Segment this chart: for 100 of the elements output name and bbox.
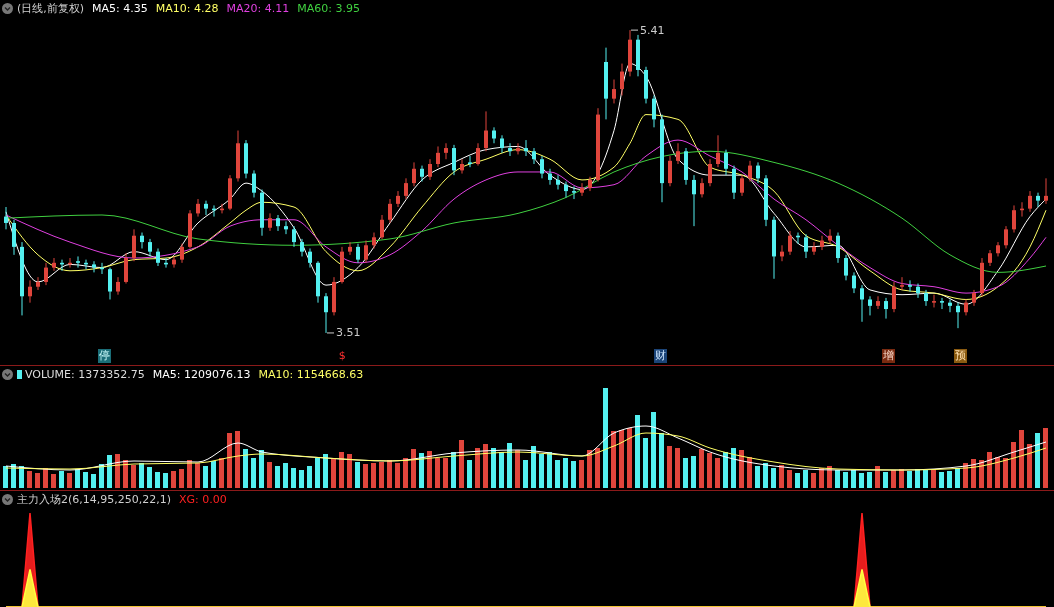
bar bbox=[547, 452, 552, 488]
bar bbox=[771, 468, 776, 488]
bar bbox=[851, 470, 856, 488]
candlestick bbox=[940, 297, 944, 310]
candlestick bbox=[204, 200, 208, 216]
candlestick bbox=[324, 292, 328, 334]
bar bbox=[203, 466, 208, 488]
candlestick bbox=[28, 279, 32, 304]
bar bbox=[307, 466, 312, 488]
candlestick bbox=[692, 174, 696, 227]
bar bbox=[379, 462, 384, 488]
candlestick bbox=[308, 247, 312, 269]
bar bbox=[267, 462, 272, 488]
candlestick bbox=[1028, 190, 1032, 213]
bar bbox=[971, 459, 976, 488]
bar bbox=[1027, 444, 1032, 488]
bar bbox=[331, 458, 336, 488]
bar bbox=[83, 472, 88, 488]
bar bbox=[699, 449, 704, 488]
bar bbox=[435, 458, 440, 488]
text: MA10: 1154668.63 bbox=[258, 368, 364, 381]
candlestick bbox=[868, 295, 872, 316]
bar bbox=[819, 468, 824, 488]
candlestick bbox=[508, 142, 512, 157]
chart-title: (日线,前复权) bbox=[17, 1, 85, 16]
annotation: 3.51 bbox=[336, 326, 361, 340]
candlestick bbox=[516, 142, 520, 155]
bar bbox=[235, 431, 240, 488]
bar bbox=[363, 464, 368, 488]
candlestick bbox=[852, 271, 856, 294]
bar bbox=[483, 444, 488, 488]
bar bbox=[259, 450, 264, 488]
candlestick bbox=[892, 281, 896, 313]
bar bbox=[563, 458, 568, 488]
annotation: 5.41 bbox=[640, 23, 665, 37]
candlestick bbox=[524, 139, 528, 157]
candlestick bbox=[828, 228, 832, 245]
candlestick bbox=[356, 243, 360, 264]
bar bbox=[243, 449, 248, 488]
candlestick bbox=[948, 298, 952, 313]
bar bbox=[739, 450, 744, 488]
bar bbox=[275, 466, 280, 488]
candlestick bbox=[44, 262, 48, 286]
candlestick bbox=[404, 177, 408, 200]
bar bbox=[27, 471, 32, 488]
candlestick bbox=[812, 241, 816, 256]
bar bbox=[419, 453, 424, 488]
bar bbox=[979, 460, 984, 488]
bar bbox=[611, 431, 616, 488]
candlestick bbox=[652, 94, 656, 128]
bar bbox=[355, 462, 360, 488]
candlestick bbox=[564, 181, 568, 198]
candlestick bbox=[76, 255, 80, 269]
bar bbox=[1019, 430, 1024, 488]
candlestick bbox=[108, 267, 112, 300]
bar bbox=[467, 460, 472, 488]
bar bbox=[915, 469, 920, 488]
bar bbox=[715, 458, 720, 488]
text: MA5: 4.35 bbox=[92, 2, 148, 15]
bar bbox=[347, 454, 352, 488]
bar bbox=[1003, 458, 1008, 488]
candlestick bbox=[532, 147, 536, 165]
text: 预 bbox=[954, 349, 968, 363]
bar bbox=[763, 463, 768, 488]
candlestick bbox=[908, 279, 912, 292]
bar bbox=[651, 412, 656, 488]
bar bbox=[507, 443, 512, 488]
candlestick bbox=[956, 302, 960, 329]
candlestick bbox=[460, 158, 464, 175]
bar bbox=[43, 468, 48, 488]
bar bbox=[787, 470, 792, 488]
candlestick bbox=[124, 252, 128, 285]
bar bbox=[539, 454, 544, 488]
bar bbox=[475, 448, 480, 488]
bar bbox=[627, 428, 632, 488]
bar bbox=[1011, 442, 1016, 488]
bar bbox=[875, 466, 880, 488]
candlestick bbox=[724, 149, 728, 176]
candlestick bbox=[580, 182, 584, 197]
bar bbox=[19, 466, 24, 488]
candlestick bbox=[620, 63, 624, 96]
bar bbox=[291, 468, 296, 488]
candlestick bbox=[252, 169, 256, 198]
candlestick bbox=[1004, 225, 1008, 249]
candlestick bbox=[700, 177, 704, 198]
bar bbox=[803, 470, 808, 488]
candlestick bbox=[140, 232, 144, 249]
candlestick bbox=[756, 161, 760, 184]
chart-title: 主力入场2(6,14,95,250,22,1) bbox=[17, 492, 172, 507]
bar bbox=[747, 457, 752, 488]
text: MA60: 3.95 bbox=[297, 2, 360, 15]
bar bbox=[955, 468, 960, 488]
bar bbox=[227, 433, 232, 488]
candlestick bbox=[36, 276, 40, 291]
bar bbox=[195, 463, 200, 488]
bar bbox=[1035, 433, 1040, 488]
bar bbox=[491, 448, 496, 488]
candlestick bbox=[540, 155, 544, 179]
candlestick bbox=[844, 254, 848, 281]
candlestick bbox=[572, 185, 576, 200]
